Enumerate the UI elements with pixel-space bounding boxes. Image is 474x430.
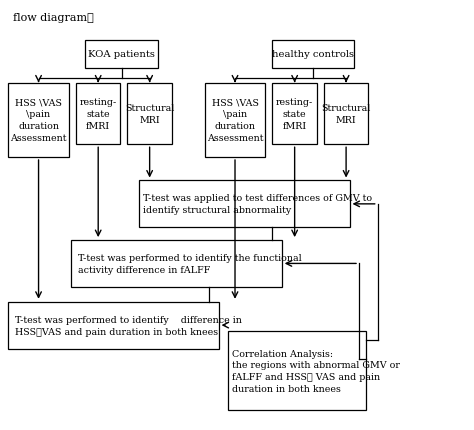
Text: flow diagram：: flow diagram：	[13, 13, 93, 23]
Bar	[139, 181, 350, 228]
Text: T-test was applied to test differences of GMV to
identify structural abnormality: T-test was applied to test differences o…	[143, 194, 372, 215]
Bar	[228, 332, 366, 410]
Bar	[128, 83, 172, 145]
Text: Structural
MRI: Structural MRI	[321, 104, 371, 125]
Text: Correlation Analysis:
the regions with abnormal GMV or
fALFF and HSS、 VAS and pa: Correlation Analysis: the regions with a…	[232, 349, 400, 393]
Bar	[205, 83, 265, 158]
Text: resting-
state
fMRI: resting- state fMRI	[80, 98, 117, 130]
Text: Structural
MRI: Structural MRI	[125, 104, 174, 125]
Text: T-test was performed to identify the functional
 activity difference in fALFF: T-test was performed to identify the fun…	[75, 253, 302, 274]
Bar	[71, 240, 282, 287]
Text: HSS \VAS
\pain
duration
Assessment: HSS \VAS \pain duration Assessment	[10, 98, 67, 143]
Bar	[76, 83, 120, 145]
Bar	[273, 41, 354, 68]
Bar	[8, 83, 69, 158]
Bar	[273, 83, 317, 145]
Text: KOA patients: KOA patients	[88, 50, 155, 59]
Bar	[8, 302, 219, 349]
Text: healthy controls: healthy controls	[273, 50, 355, 59]
Bar	[324, 83, 368, 145]
Text: T-test was performed to identify    difference in
 HSS、VAS and pain duration in : T-test was performed to identify differe…	[12, 315, 242, 336]
Text: resting-
state
fMRI: resting- state fMRI	[276, 98, 313, 130]
Bar	[85, 41, 158, 68]
Text: HSS \VAS
\pain
duration
Assessment: HSS \VAS \pain duration Assessment	[207, 98, 263, 143]
